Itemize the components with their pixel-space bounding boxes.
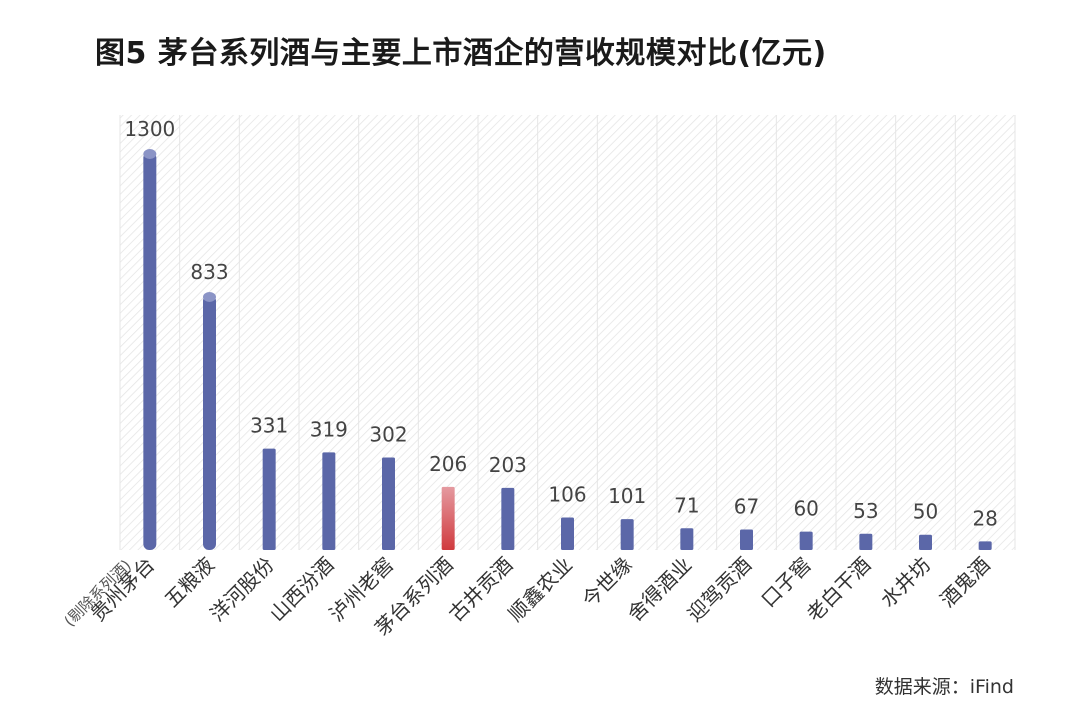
data-label: 302 <box>369 423 407 447</box>
category-label: 山西汾酒 <box>265 553 339 627</box>
data-label: 60 <box>793 497 818 521</box>
data-label: 28 <box>972 506 997 530</box>
bar <box>561 517 574 550</box>
data-label: 331 <box>250 414 288 438</box>
bar-cap <box>203 291 216 302</box>
category-label: 酒鬼酒 <box>935 553 994 612</box>
bar <box>919 534 932 550</box>
bar <box>859 533 873 550</box>
data-label: 101 <box>608 484 646 508</box>
data-label: 67 <box>734 494 759 518</box>
bar <box>501 487 515 550</box>
bar <box>203 294 216 550</box>
bar <box>620 519 634 550</box>
category-label: 舍得酒业 <box>623 553 697 627</box>
bar <box>978 541 992 550</box>
bar <box>382 457 395 550</box>
bar <box>799 531 813 550</box>
bar <box>262 448 276 550</box>
data-label: 203 <box>489 453 527 477</box>
data-label: 1300 <box>124 117 175 141</box>
category-label: 水井坊 <box>876 553 935 612</box>
bar-cap <box>143 149 157 159</box>
bar <box>322 452 336 550</box>
data-label: 71 <box>674 493 699 517</box>
category-label: 古井贡酒 <box>444 553 518 627</box>
bar <box>143 152 157 550</box>
data-source-note: 数据来源：iFind <box>874 676 1014 698</box>
bar <box>740 529 753 550</box>
category-label: 老白干酒 <box>802 553 876 627</box>
bar <box>441 486 455 550</box>
data-label: 106 <box>548 483 586 507</box>
category-label: 迎驾贡酒 <box>682 553 756 627</box>
bar <box>680 528 694 550</box>
data-label: 50 <box>913 500 938 524</box>
data-label: 319 <box>310 417 348 441</box>
chart-title: 图5 茅台系列酒与主要上市酒企的营收规模对比(亿元) <box>95 36 827 71</box>
category-label: 洋河股份 <box>205 553 279 627</box>
data-label: 833 <box>190 260 228 284</box>
data-label: 206 <box>429 452 467 476</box>
category-label: 顺鑫农业 <box>503 553 577 627</box>
data-label: 53 <box>853 499 878 523</box>
